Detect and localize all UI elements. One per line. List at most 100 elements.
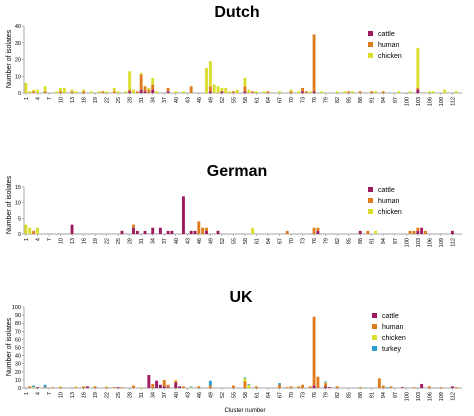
legend-swatch-chicken — [368, 209, 373, 214]
legend-label-cattle: cattle — [382, 313, 399, 320]
legend-label-human: human — [382, 324, 404, 331]
chart-panel: 0 5 10 15 1 4 7 10 13 16 19 22 25 28 31 34 37 40 43 46 49 52 5… — [15, 185, 462, 247]
x-tick-label: 82 — [335, 392, 341, 398]
bar-cattle — [316, 230, 320, 234]
y-tick-label: 30 — [15, 362, 21, 368]
bar-human — [174, 380, 178, 383]
x-tick-label: 112 — [450, 97, 456, 106]
bar-chicken — [454, 91, 458, 93]
x-tick-label: 94 — [381, 97, 387, 103]
bar-human — [289, 386, 293, 388]
x-tick-label: 106 — [427, 238, 433, 247]
bar-chicken — [28, 91, 32, 93]
x-tick-label: 88 — [358, 392, 364, 398]
legend-label-chicken: chicken — [382, 335, 406, 342]
x-tick-label: 64 — [266, 392, 272, 398]
y-tick-label: 0 — [18, 91, 21, 97]
bar-human — [358, 387, 362, 388]
x-tick-label: 85 — [347, 97, 353, 103]
bar-chicken — [174, 91, 178, 93]
bar-human — [408, 230, 412, 234]
bar-human — [135, 91, 139, 93]
legend-swatch-turkey — [372, 346, 377, 351]
x-tick-label: 103 — [416, 238, 422, 247]
x-tick-label: 82 — [335, 238, 341, 244]
bar-human — [139, 74, 143, 90]
bar-cattle — [178, 386, 182, 388]
bar-human — [151, 84, 155, 90]
x-tick-label: 31 — [139, 97, 145, 103]
y-tick-label: 5 — [18, 216, 21, 222]
x-tick-label: 91 — [370, 238, 376, 244]
legend-label-chicken: chicken — [378, 53, 402, 60]
y-tick-label: 30 — [15, 41, 21, 47]
bar-human — [205, 227, 208, 231]
bar-human — [381, 91, 385, 93]
bar-cattle — [416, 89, 420, 93]
bar-human — [162, 379, 166, 387]
bar-human — [120, 387, 124, 388]
chart-title-uk: UK — [229, 289, 253, 306]
bar-human — [416, 87, 420, 90]
y-tick-label: 40 — [15, 24, 21, 30]
x-tick-label: 7 — [47, 238, 53, 241]
bar-cattle — [155, 380, 158, 388]
x-tick-label: 4 — [35, 238, 41, 241]
chart-panel: 0 10 20 30 40 1 4 7 10 13 16 19 22 25 28 31 34 37 40 43 46 49… — [15, 24, 462, 106]
bar-cattle — [143, 91, 147, 93]
bar-human — [32, 91, 36, 93]
x-tick-label: 67 — [278, 97, 284, 103]
bar-human — [381, 385, 385, 388]
x-tick-label: 79 — [324, 392, 330, 398]
x-tick-label: 88 — [358, 238, 364, 244]
bar-human — [377, 378, 381, 388]
bar-human — [43, 91, 47, 93]
bar-chicken — [105, 386, 109, 388]
bar-chicken — [189, 387, 193, 388]
bar-chicken — [247, 384, 251, 388]
x-tick-label: 43 — [185, 238, 191, 244]
bar-chicken — [235, 89, 239, 93]
x-tick-label: 109 — [439, 238, 445, 247]
y-axis-label-uk: Number of isolates — [6, 317, 13, 376]
bar-chicken — [374, 230, 377, 234]
bar-chicken — [36, 89, 39, 93]
bar-human — [128, 89, 132, 92]
bar-human — [278, 384, 281, 388]
bar-chicken — [243, 77, 247, 87]
bar-cattle — [358, 230, 362, 234]
x-tick-label: 94 — [381, 392, 387, 398]
bar-human — [312, 227, 316, 234]
bar-cattle — [243, 91, 247, 93]
x-tick-label: 1 — [24, 392, 30, 395]
bar-chicken — [351, 91, 354, 93]
bar-chicken — [324, 382, 328, 384]
bar-human — [166, 384, 170, 388]
x-tick-label: 16 — [82, 238, 88, 244]
x-tick-label: 13 — [70, 392, 76, 398]
x-tick-label: 106 — [427, 392, 433, 401]
x-tick-label: 46 — [197, 392, 203, 398]
bar-chicken — [443, 89, 447, 93]
x-tick-label: 61 — [254, 238, 260, 244]
bar-turkey — [247, 383, 251, 385]
y-tick-label: 70 — [15, 329, 21, 335]
x-tick-label: 82 — [335, 97, 341, 103]
chart-title-dutch: Dutch — [214, 4, 259, 21]
x-tick-label: 49 — [208, 97, 214, 103]
y-tick-label: 60 — [15, 337, 21, 343]
x-tick-label: 85 — [347, 392, 353, 398]
bar-cattle — [120, 230, 124, 234]
bar-cattle — [158, 384, 162, 388]
bar-cattle — [139, 89, 143, 93]
legend-label-human: human — [378, 198, 400, 205]
bar-human — [251, 91, 255, 93]
bar-human — [132, 385, 135, 388]
x-tick-label: 31 — [139, 392, 145, 398]
bar-human — [189, 86, 193, 93]
bar-human — [231, 91, 235, 93]
x-tick-label: 13 — [70, 97, 76, 103]
x-tick-label: 52 — [220, 238, 226, 244]
bar-human — [285, 230, 289, 234]
bar-human — [312, 34, 316, 92]
